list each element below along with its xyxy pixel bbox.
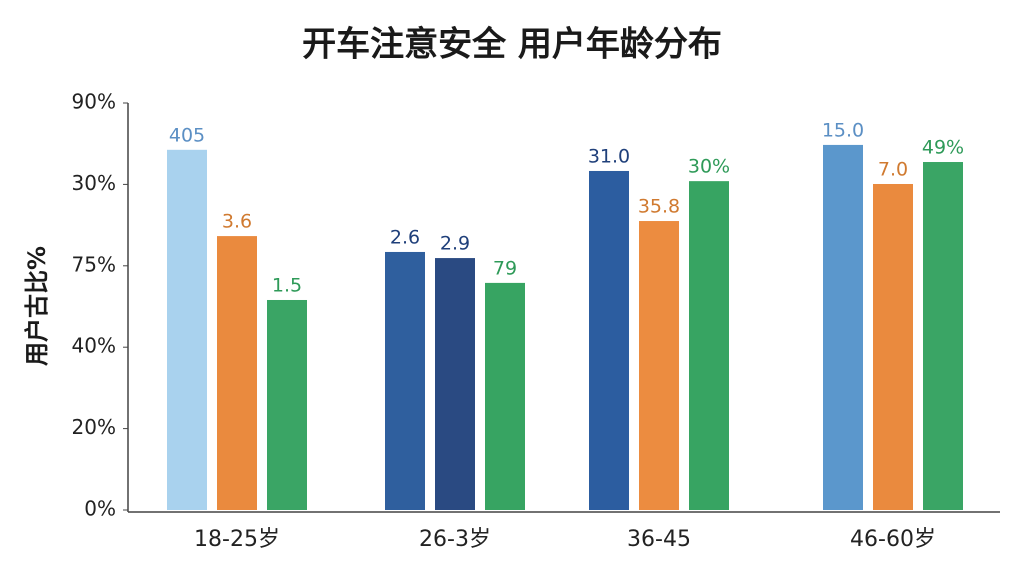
- bar: [217, 236, 257, 511]
- bar: [873, 183, 913, 511]
- value-label: 405: [169, 124, 205, 146]
- value-label: 49%: [922, 137, 964, 159]
- x-tick-label: 46-60岁: [850, 527, 936, 552]
- bar: [689, 181, 729, 511]
- bar: [267, 299, 307, 510]
- y-tick-label: 90%: [72, 90, 116, 114]
- value-label: 2.9: [440, 233, 470, 255]
- value-label: 30%: [688, 156, 730, 178]
- value-label: 31.0: [588, 145, 630, 167]
- value-label: 3.6: [222, 211, 252, 233]
- value-label: 2.6: [390, 226, 420, 248]
- bar: [639, 221, 679, 510]
- value-label: 1.5: [272, 274, 302, 296]
- x-tick-label: 26-3岁: [419, 527, 491, 552]
- y-tick-label: 75%: [72, 252, 116, 276]
- bar: [823, 144, 863, 510]
- bar: [485, 282, 525, 510]
- value-label: 7.0: [878, 158, 908, 180]
- y-tick-label: 20%: [72, 415, 116, 439]
- bar: [589, 170, 629, 510]
- y-axis-label: 用户古比%: [23, 246, 51, 366]
- y-tick-label: 0%: [84, 497, 116, 521]
- value-label: 79: [493, 257, 517, 279]
- y-tick-label: 40%: [72, 334, 116, 358]
- bar: [435, 258, 475, 510]
- x-tick-label: 36-45: [627, 527, 691, 552]
- value-label: 35.8: [638, 196, 680, 218]
- value-label: 15.0: [822, 119, 864, 141]
- bar: [385, 251, 425, 510]
- bar: [923, 162, 963, 510]
- x-tick-label: 18-25岁: [194, 527, 280, 552]
- y-tick-label: 30%: [72, 171, 116, 195]
- bar: [167, 149, 207, 510]
- chart-title: 开车注意安全 用户年龄分布: [302, 25, 722, 65]
